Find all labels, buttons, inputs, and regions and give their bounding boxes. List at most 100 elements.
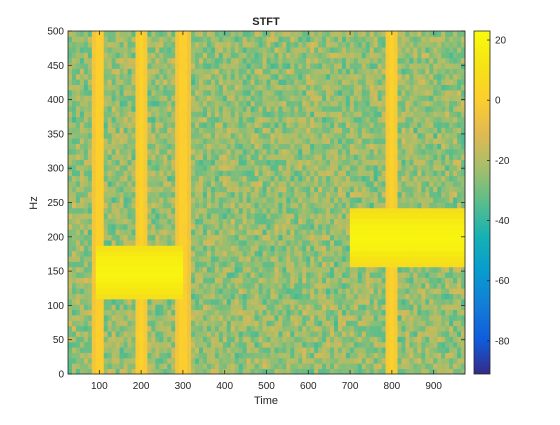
spectrogram-cell bbox=[75, 47, 81, 53]
spectrogram-cell bbox=[258, 164, 263, 171]
spectrogram-cell bbox=[369, 154, 375, 161]
spectrogram-cell bbox=[103, 100, 109, 107]
spectrogram-cell bbox=[298, 186, 303, 193]
spectrogram-cell bbox=[143, 84, 148, 91]
spectrogram-cell bbox=[222, 288, 228, 295]
spectrogram-cell bbox=[258, 202, 263, 209]
spectrogram-cell bbox=[199, 41, 204, 48]
spectrogram-cell bbox=[318, 191, 323, 198]
spectrogram-cell bbox=[310, 256, 315, 262]
spectrogram-cell bbox=[341, 336, 347, 343]
spectrogram-cell bbox=[306, 106, 311, 112]
spectrogram-cell bbox=[191, 79, 196, 85]
spectrogram-cell bbox=[214, 159, 220, 166]
spectrogram-cell bbox=[75, 240, 81, 246]
spectrogram-cell bbox=[310, 277, 315, 284]
spectrogram-cell bbox=[155, 116, 160, 123]
spectrogram-cell bbox=[326, 261, 331, 268]
spectrogram-cell bbox=[234, 159, 240, 166]
spectrogram-cell bbox=[341, 331, 347, 337]
spectrogram-cell bbox=[310, 218, 315, 225]
spectrogram-cell bbox=[274, 175, 279, 182]
spectrogram-cell bbox=[274, 261, 279, 268]
spectrogram-cell bbox=[139, 341, 144, 348]
spectrogram-cell bbox=[353, 132, 359, 139]
spectrogram-cell bbox=[115, 277, 121, 284]
spectrogram-cell bbox=[199, 234, 204, 241]
spectrogram-cell bbox=[314, 234, 319, 241]
spectrogram-cell bbox=[294, 181, 299, 187]
spectrogram-cell bbox=[199, 79, 204, 85]
spectrogram-cell bbox=[131, 288, 136, 295]
spectrogram-cell bbox=[230, 191, 236, 198]
spectrogram-cell bbox=[230, 282, 236, 289]
spectrogram-cell bbox=[369, 47, 375, 53]
spectrogram-cell bbox=[322, 298, 327, 305]
spectrogram-cell bbox=[195, 138, 200, 144]
spectrogram-cell bbox=[206, 84, 212, 91]
spectrogram-cell bbox=[91, 63, 97, 69]
spectrogram-cell bbox=[337, 229, 343, 236]
spectrogram-cell bbox=[314, 293, 319, 300]
spectrogram-cell bbox=[83, 240, 89, 246]
spectrogram-cell bbox=[199, 368, 204, 375]
spectrogram-cell bbox=[226, 47, 232, 53]
spectrogram-cell bbox=[214, 197, 220, 203]
spectrogram-cell bbox=[226, 325, 232, 332]
spectrogram-cell bbox=[306, 240, 311, 246]
spectrogram-cell bbox=[71, 122, 77, 128]
spectrogram-cell bbox=[214, 127, 220, 134]
spectrogram-cell bbox=[314, 68, 319, 75]
spectrogram-cell bbox=[175, 84, 180, 91]
spectrogram-cell bbox=[357, 218, 363, 225]
spectrogram-cell bbox=[214, 207, 220, 214]
spectrogram-cell bbox=[179, 132, 184, 139]
spectrogram-cell bbox=[151, 245, 156, 252]
spectrogram-cell bbox=[183, 357, 188, 364]
spectrogram-cell bbox=[254, 95, 259, 102]
spectrogram-cell bbox=[282, 181, 287, 187]
spectrogram-cell bbox=[262, 52, 267, 59]
spectrogram-cell bbox=[214, 352, 220, 359]
spectrogram-cell bbox=[278, 207, 283, 214]
spectrogram-cell bbox=[262, 68, 267, 75]
spectrogram-cell bbox=[71, 272, 77, 278]
spectrogram-cell bbox=[337, 122, 343, 128]
spectrogram-cell bbox=[99, 159, 105, 166]
spectrogram-cell bbox=[218, 202, 224, 209]
spectrogram-cell bbox=[333, 357, 339, 364]
spectrogram-cell bbox=[310, 304, 315, 311]
spectrogram-cell bbox=[159, 154, 164, 161]
spectrogram-cell bbox=[91, 277, 97, 284]
spectrogram-cell bbox=[151, 223, 156, 230]
spectrogram-cell bbox=[179, 202, 184, 209]
spectrogram-cell bbox=[286, 186, 291, 193]
spectrogram-cell bbox=[306, 175, 311, 182]
spectrogram-cell bbox=[119, 122, 124, 128]
spectrogram-cell bbox=[290, 363, 295, 370]
spectrogram-cell bbox=[330, 170, 335, 177]
spectrogram-cell bbox=[91, 197, 97, 203]
spectrogram-cell bbox=[107, 197, 113, 203]
spectrogram-cell bbox=[135, 154, 140, 161]
spectrogram-cell bbox=[135, 31, 140, 37]
spectrogram-cell bbox=[171, 304, 176, 311]
spectrogram-cell bbox=[195, 309, 200, 316]
spectrogram-cell bbox=[345, 229, 351, 236]
spectrogram-cell bbox=[83, 143, 89, 150]
spectrogram-cell bbox=[278, 159, 283, 166]
spectrogram-cell bbox=[270, 132, 275, 139]
spectrogram-cell bbox=[314, 245, 319, 252]
spectrogram-cell bbox=[83, 52, 89, 59]
spectrogram-cell bbox=[365, 347, 371, 353]
spectrogram-cell bbox=[183, 122, 188, 128]
spectrogram-cell bbox=[127, 41, 132, 48]
spectrogram-cell bbox=[353, 68, 359, 75]
spectrogram-cell bbox=[302, 325, 307, 332]
spectrogram-cell bbox=[230, 138, 236, 144]
spectrogram-cell bbox=[365, 68, 371, 75]
spectrogram-cell bbox=[226, 116, 232, 123]
spectrogram-cell bbox=[222, 298, 228, 305]
spectrogram-cell bbox=[83, 164, 89, 171]
spectrogram-cell bbox=[143, 31, 148, 37]
